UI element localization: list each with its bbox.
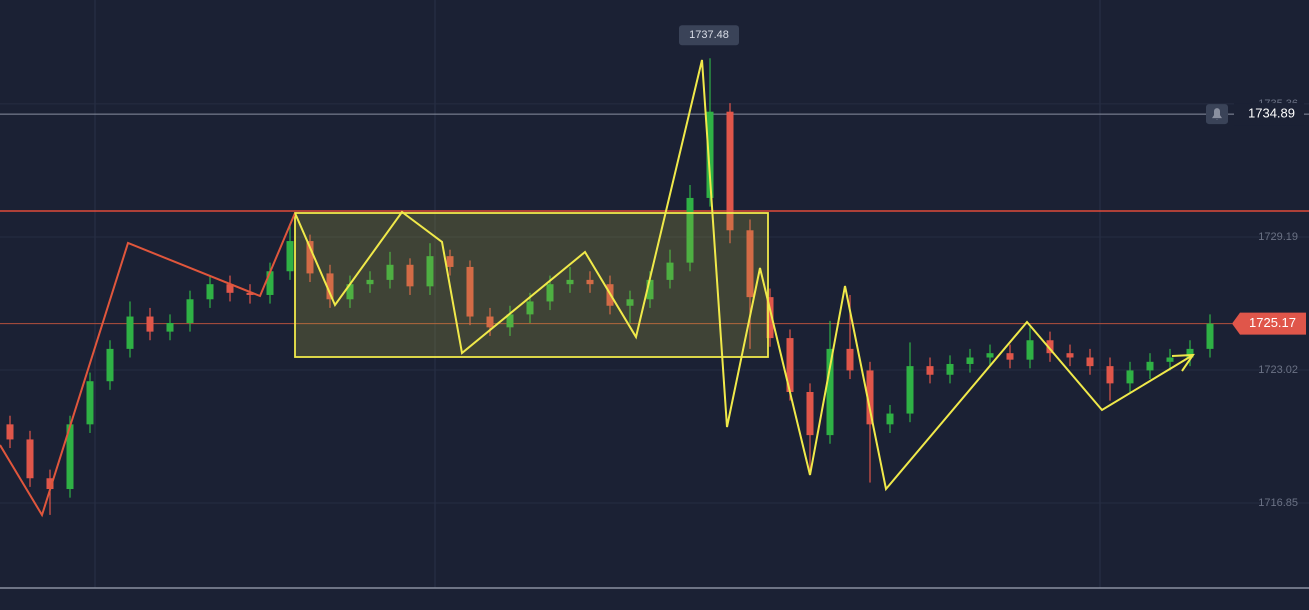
candle-body — [166, 323, 174, 332]
bell-icon — [1212, 108, 1222, 120]
candle-body — [966, 357, 974, 364]
arrow-head — [1171, 353, 1195, 372]
last-price-label: 1725.17 — [1249, 315, 1296, 330]
candle-body — [326, 273, 334, 300]
candle-body — [686, 197, 694, 263]
candle-body — [126, 316, 134, 349]
candle-body — [266, 271, 274, 295]
candle-body — [586, 279, 594, 285]
candle-body — [886, 413, 894, 425]
candle-body — [446, 256, 454, 267]
range-box — [294, 212, 769, 358]
last-price-tag — [1232, 312, 1306, 335]
candle-body — [1106, 366, 1114, 384]
candle-body — [826, 348, 834, 436]
labels: 1737.48 1734.89 1725.17 — [679, 25, 1306, 335]
candle-body — [706, 111, 714, 198]
candle-body — [1066, 353, 1074, 358]
candle-body — [426, 256, 434, 287]
candle-body — [666, 262, 674, 280]
candle-body — [566, 279, 574, 285]
candle-body — [846, 348, 854, 371]
candle-body — [406, 264, 414, 287]
y-tick-label: 1716.85 — [1258, 497, 1298, 509]
candle-body — [146, 316, 154, 332]
candle-body — [646, 279, 654, 300]
candle-body — [6, 424, 14, 440]
candle-body — [726, 111, 734, 231]
candle-body — [106, 348, 114, 382]
peak-label: 1737.48 — [689, 29, 729, 41]
yellow-zigzag — [294, 59, 1194, 492]
red-zigzag — [0, 212, 296, 518]
candle-body — [506, 314, 514, 328]
candle-body — [746, 230, 754, 298]
candle-body — [486, 316, 494, 328]
candle-body — [1086, 357, 1094, 367]
candle-body — [206, 284, 214, 300]
candle-body — [926, 366, 934, 375]
candle-body — [26, 439, 34, 479]
y-tick-label: 1729.19 — [1258, 231, 1298, 243]
candle-body — [626, 299, 634, 306]
candle-body — [226, 284, 234, 293]
candle-body — [246, 292, 254, 295]
candle-body — [1186, 348, 1194, 358]
candle-body — [906, 366, 914, 414]
candle-body — [786, 338, 794, 392]
candle-body — [1126, 370, 1134, 384]
y-tick-label: 1723.02 — [1258, 364, 1298, 376]
candle-body — [286, 241, 294, 272]
candle-body — [466, 266, 474, 317]
candle-body — [1166, 357, 1174, 362]
candle-body — [66, 424, 74, 490]
candle-body — [46, 478, 54, 490]
candle-body — [986, 353, 994, 358]
candle-body — [1146, 361, 1154, 371]
vertical-grid — [94, 0, 1101, 588]
candle-body — [526, 301, 534, 315]
candle-body — [806, 392, 814, 436]
alert-label-box — [1234, 103, 1304, 126]
candle-body — [1026, 340, 1034, 360]
candle-body — [1046, 340, 1054, 354]
candle-body — [866, 370, 874, 425]
candle-body — [546, 284, 554, 302]
candle-body — [1206, 323, 1214, 349]
candle-body — [186, 299, 194, 324]
candle-body — [346, 284, 354, 300]
candle-body — [766, 297, 774, 339]
peak-label-box — [679, 25, 739, 46]
alert-label: 1734.89 — [1248, 106, 1295, 121]
candle-body — [386, 264, 394, 280]
candle-body — [86, 381, 94, 425]
candle-body — [306, 241, 314, 274]
candle-body — [1006, 353, 1014, 360]
candle-body — [366, 279, 374, 285]
candle-body — [946, 363, 954, 375]
